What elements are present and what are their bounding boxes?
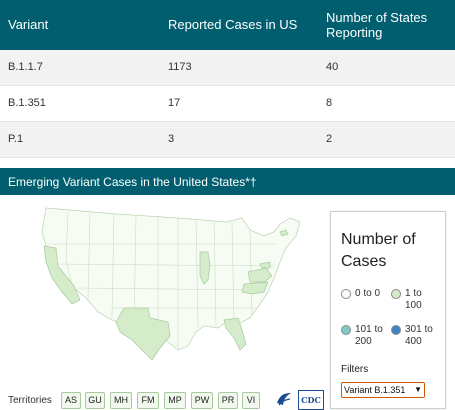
territory-fm[interactable]: FM <box>137 392 159 409</box>
legend-swatch-icon <box>341 289 351 299</box>
map-title: Emerging Variant Cases in the United Sta… <box>8 175 257 189</box>
cell-states: 40 <box>326 61 339 73</box>
table-header: Variant Reported Cases in US Number of S… <box>0 0 455 50</box>
variant-table: Variant Reported Cases in US Number of S… <box>0 0 455 158</box>
table-row: P.1 3 2 <box>0 122 455 158</box>
map-state-il[interactable] <box>199 251 211 285</box>
territory-mp[interactable]: MP <box>164 392 186 409</box>
cell-states: 2 <box>326 133 333 145</box>
territory-mh[interactable]: MH <box>110 392 132 409</box>
territory-gu[interactable]: GU <box>85 392 105 409</box>
chevron-down-icon: ▼ <box>414 385 422 394</box>
cell-cases: 1173 <box>168 61 192 73</box>
cell-variant: P.1 <box>8 133 24 145</box>
cell-variant: B.1.1.7 <box>8 61 43 73</box>
legend-label: 1 to 100 <box>405 288 422 311</box>
map-state-va[interactable] <box>247 267 273 283</box>
table-row: B.1.351 17 8 <box>0 86 455 122</box>
legend-swatch-icon <box>341 325 351 335</box>
map-title-bar: Emerging Variant Cases in the United Sta… <box>0 168 455 195</box>
us-states-map[interactable] <box>28 200 328 385</box>
territory-pr[interactable]: PR <box>218 392 238 409</box>
legend-label: 101 to 200 <box>355 324 383 347</box>
hhs-logo-icon <box>277 393 291 406</box>
map-state-ma[interactable] <box>279 229 289 237</box>
legend-title: Number of Cases <box>341 231 416 270</box>
map-legend: Number of Cases 0 to 0 1 to 100 101 to 2… <box>330 211 446 409</box>
map-state-tx[interactable] <box>115 307 171 361</box>
legend-swatch-icon <box>391 289 401 299</box>
map-state-md[interactable] <box>259 261 271 269</box>
territory-as[interactable]: AS <box>61 392 81 409</box>
cdc-logo: CDC <box>298 390 324 410</box>
variant-filter-select[interactable]: Variant B.1.351 ▼ <box>341 382 425 398</box>
cell-cases: 3 <box>168 133 175 145</box>
table-row: B.1.1.7 1173 40 <box>0 50 455 86</box>
legend-label: 301 to 400 <box>405 324 433 347</box>
legend-label: 0 to 0 <box>355 288 381 299</box>
header-states-reporting: Number of States Reporting <box>326 10 428 40</box>
header-reported-cases: Reported Cases in US <box>168 17 298 32</box>
cell-cases: 17 <box>168 97 181 109</box>
map-state-fl[interactable] <box>223 317 247 351</box>
territory-vi[interactable]: VI <box>242 392 260 409</box>
cell-states: 8 <box>326 97 333 109</box>
map-state-nc[interactable] <box>241 281 269 295</box>
territories-label: Territories <box>8 395 52 406</box>
map-state-ca[interactable] <box>43 245 81 305</box>
legend-swatch-icon <box>391 325 401 335</box>
variant-filter-value: Variant B.1.351 <box>344 385 406 395</box>
cell-variant: B.1.351 <box>8 97 46 109</box>
filters-label: Filters <box>341 364 369 375</box>
territory-pw[interactable]: PW <box>191 392 213 409</box>
header-variant: Variant <box>8 17 49 32</box>
